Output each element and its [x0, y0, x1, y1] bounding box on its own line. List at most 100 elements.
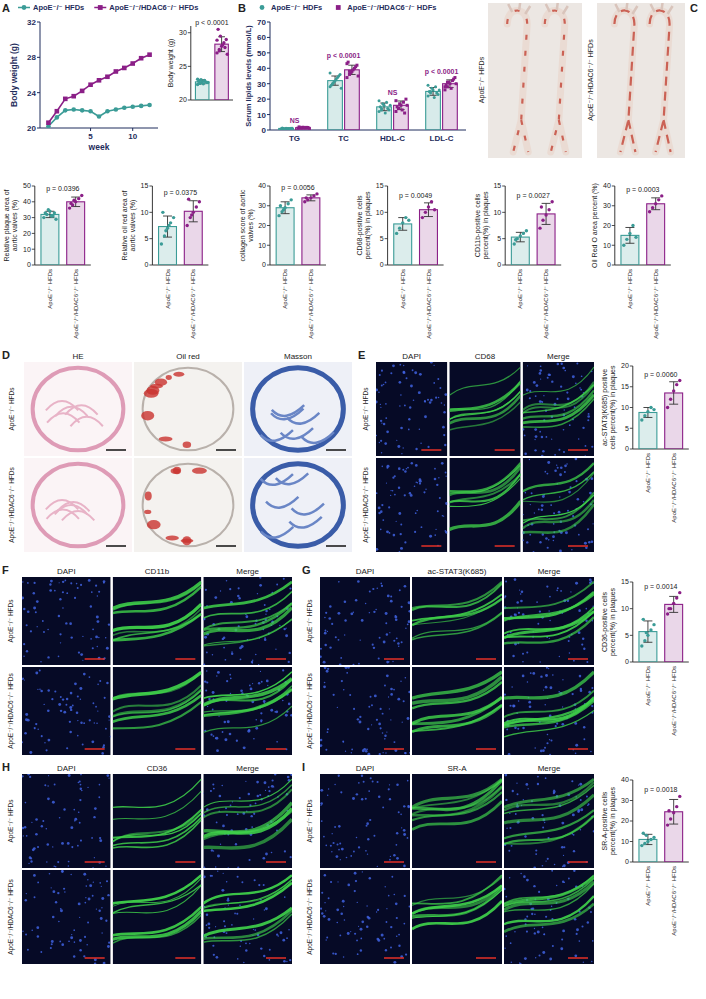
signal	[523, 500, 594, 528]
point	[130, 61, 135, 66]
scale-bar	[495, 449, 515, 451]
signal	[203, 779, 292, 807]
nucleus	[522, 661, 524, 663]
nucleus	[434, 534, 436, 536]
nucleus	[386, 731, 387, 732]
lipid	[181, 539, 194, 543]
nucleus	[345, 667, 348, 669]
nucleus	[381, 585, 383, 587]
nucleus	[42, 620, 44, 622]
nucleus	[588, 541, 590, 543]
legend-marker	[260, 5, 265, 10]
point	[130, 105, 135, 110]
nucleus	[591, 581, 593, 583]
nucleus	[228, 904, 229, 905]
nucleus	[390, 688, 393, 691]
point	[643, 639, 646, 642]
nucleus	[571, 549, 572, 550]
nucleus	[548, 539, 550, 541]
background	[0, 0, 706, 999]
signal	[113, 810, 202, 838]
nucleus	[415, 512, 417, 514]
nucleus	[206, 652, 208, 654]
plaque	[507, 11, 528, 153]
nucleus	[48, 775, 49, 776]
y-axis	[269, 186, 270, 265]
lipid	[165, 535, 178, 540]
image-bg	[244, 362, 352, 456]
point	[649, 838, 652, 841]
nucleus	[77, 845, 79, 847]
nucleus	[405, 677, 407, 679]
micrograph	[22, 577, 111, 665]
y-tick-label: 10	[376, 209, 384, 216]
nucleus	[34, 727, 36, 729]
nucleus	[579, 387, 581, 389]
point	[69, 202, 72, 205]
signal	[449, 474, 520, 502]
x-tick-label: ApoE⁻/⁻/HDAC6⁻/⁻ HFDs	[543, 269, 549, 339]
image-bg	[320, 667, 410, 755]
nucleus	[373, 611, 375, 613]
nucleus	[222, 825, 225, 828]
tissue	[253, 368, 344, 451]
nucleus	[258, 682, 260, 684]
micrograph	[412, 667, 502, 755]
nucleus	[215, 737, 217, 739]
signal	[113, 604, 202, 630]
point	[544, 213, 547, 216]
nucleus	[48, 739, 51, 742]
nucleus	[320, 656, 322, 658]
nucleus	[396, 521, 397, 522]
label-line: cells percent(%) in plaques	[609, 365, 617, 450]
p-value: p = 0.0027	[517, 192, 550, 200]
nucleus	[378, 506, 381, 509]
nucleus	[29, 776, 31, 778]
nucleus	[31, 929, 33, 931]
nucleus	[358, 663, 360, 665]
nucleus	[248, 729, 250, 731]
nucleus	[288, 661, 290, 663]
nucleus	[445, 502, 447, 505]
nucleus	[283, 960, 286, 963]
nucleus	[50, 580, 53, 583]
column-header: DAPI	[356, 567, 375, 576]
nucleus	[92, 647, 94, 649]
nucleus	[240, 689, 243, 692]
nucleus	[402, 722, 403, 723]
panel-letter: F	[2, 564, 9, 576]
nucleus	[404, 404, 406, 406]
nucleus	[335, 636, 337, 638]
nucleus	[443, 411, 445, 413]
micrograph	[113, 870, 202, 964]
y-tick-label: 10	[23, 246, 31, 253]
nucleus	[269, 959, 271, 961]
nucleus	[433, 365, 434, 366]
signal	[203, 672, 292, 698]
nucleus	[434, 468, 436, 470]
micrograph	[22, 774, 111, 868]
nucleus	[578, 534, 580, 536]
nucleus	[435, 529, 436, 530]
nucleus	[533, 551, 535, 552]
column-header: CD68	[475, 352, 496, 361]
nucleus	[223, 920, 225, 922]
nucleus	[47, 629, 49, 631]
nucleus	[99, 784, 101, 786]
y-axis	[387, 186, 388, 265]
nucleus	[51, 943, 53, 945]
nucleus	[445, 531, 447, 534]
nucleus	[343, 741, 344, 742]
nucleus	[213, 954, 215, 956]
tissue	[281, 428, 313, 439]
nucleus	[95, 585, 97, 587]
nucleus	[587, 419, 589, 421]
nucleus	[206, 913, 209, 916]
nucleus	[349, 694, 351, 696]
nucleus	[22, 597, 24, 600]
scale-bar	[384, 748, 404, 750]
nucleus	[249, 943, 250, 944]
nucleus	[567, 510, 569, 512]
x-tick-label: ApoE⁻/⁻ HFDs	[627, 269, 633, 309]
nucleus	[444, 404, 445, 405]
